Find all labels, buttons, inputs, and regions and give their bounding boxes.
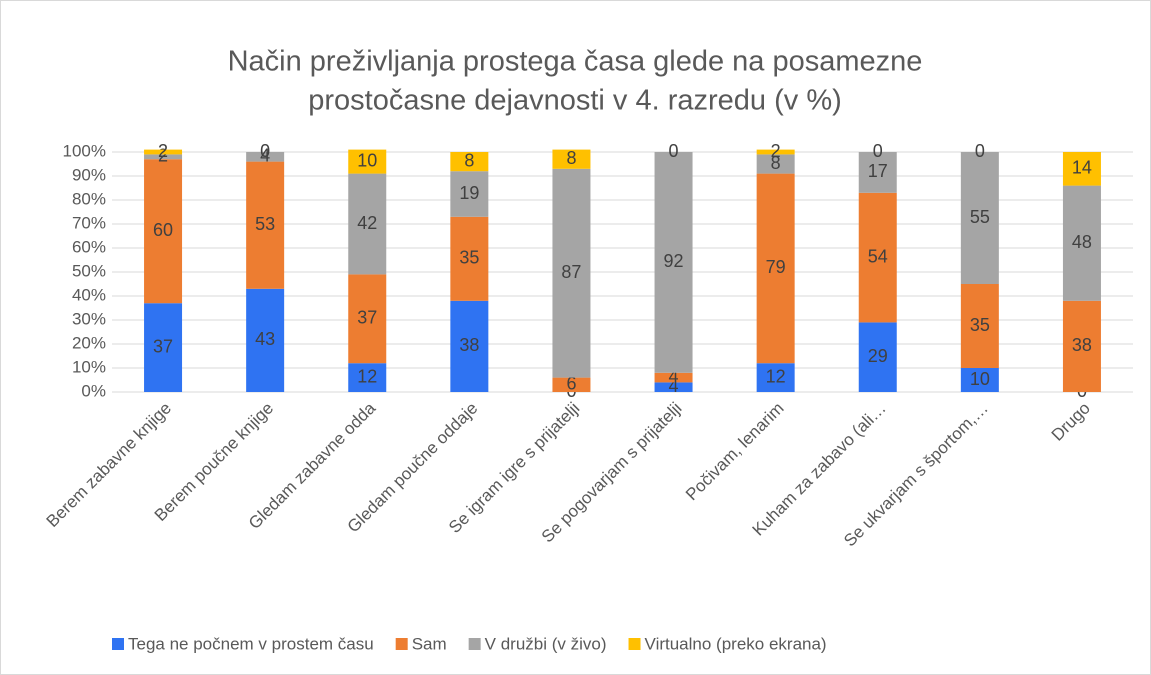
- data-label: 17: [868, 161, 888, 181]
- y-tick-label: 40%: [72, 285, 106, 304]
- bar-segment: [348, 173, 387, 275]
- data-label: 92: [664, 251, 684, 271]
- data-label: 4: [669, 366, 679, 386]
- legend-swatch: [395, 638, 408, 650]
- y-tick-label: 20%: [72, 333, 106, 352]
- bar-segment: [450, 216, 489, 301]
- data-label: 42: [357, 213, 377, 233]
- bar-segment: [654, 372, 693, 383]
- bar-segment: [756, 149, 795, 155]
- bar-segment: [450, 171, 489, 217]
- y-tick-label: 60%: [72, 237, 106, 256]
- data-label: 10: [357, 150, 377, 170]
- chart-title: prostočasne dejavnosti v 4. razredu (v %…: [308, 85, 842, 117]
- legend-label: Tega ne počnem v prostem času: [128, 634, 374, 653]
- data-label: 0: [975, 141, 985, 161]
- data-label: 0: [669, 141, 679, 161]
- bar-segment: [858, 152, 897, 193]
- data-label: 35: [970, 315, 990, 335]
- bar-segment: [144, 159, 183, 304]
- bar-segment: [144, 149, 183, 155]
- data-label: 12: [766, 366, 786, 386]
- data-label: 2: [158, 141, 168, 161]
- y-tick-label: 50%: [72, 261, 106, 280]
- bar-segment: [858, 192, 897, 323]
- legend-label: V družbi (v živo): [485, 634, 607, 653]
- data-label: 48: [1072, 232, 1092, 252]
- y-tick-label: 100%: [63, 141, 106, 160]
- bar-segment: [348, 149, 387, 174]
- bar-segment: [1062, 300, 1101, 392]
- data-label: 0: [260, 141, 270, 161]
- data-label: 53: [255, 214, 275, 234]
- legend-swatch: [112, 638, 124, 650]
- data-label: 2: [771, 141, 781, 161]
- data-label: 12: [357, 366, 377, 386]
- y-tick-label: 80%: [72, 189, 106, 208]
- data-label: 2: [158, 146, 168, 166]
- legend-label: Sam: [412, 634, 447, 653]
- y-tick-label: 10%: [72, 357, 106, 376]
- bar-segment: [246, 161, 285, 289]
- data-label: 10: [970, 369, 990, 389]
- bar-segment: [246, 152, 285, 162]
- data-label: 37: [153, 336, 173, 356]
- y-tick-label: 0%: [81, 381, 106, 400]
- bar-segment: [1062, 185, 1101, 301]
- bar-segment: [960, 368, 999, 392]
- data-label: 8: [566, 148, 576, 168]
- y-tick-label: 90%: [72, 165, 106, 184]
- chart-title: Način preživljanja prostega časa glede n…: [228, 46, 923, 78]
- data-label: 38: [459, 335, 479, 355]
- bar-segment: [144, 303, 183, 392]
- data-label: 4: [669, 376, 679, 396]
- data-label: 35: [459, 248, 479, 268]
- data-label: 43: [255, 329, 275, 349]
- bar-segment: [246, 288, 285, 392]
- legend-label: Virtualno (preko ekrana): [645, 634, 827, 653]
- bar-segment: [960, 152, 999, 284]
- bar-segment: [960, 284, 999, 368]
- bar-segment: [552, 168, 591, 378]
- data-label: 4: [260, 146, 270, 166]
- data-label: 8: [464, 150, 474, 170]
- bar-segment: [1062, 152, 1101, 186]
- bar-segment: [348, 274, 387, 364]
- bar-segment: [654, 152, 693, 373]
- bar-segment: [450, 152, 489, 172]
- data-label: 8: [771, 153, 781, 173]
- data-label: 55: [970, 207, 990, 227]
- data-label: 14: [1072, 158, 1092, 178]
- bar-segment: [348, 363, 387, 392]
- legend-swatch: [468, 638, 481, 650]
- bar-segment: [552, 149, 591, 169]
- y-tick-label: 30%: [72, 309, 106, 328]
- bar-segment: [756, 173, 795, 364]
- data-label: 87: [561, 262, 581, 282]
- bar-segment: [144, 154, 183, 160]
- data-label: 37: [357, 308, 377, 328]
- y-tick-label: 70%: [72, 213, 106, 232]
- data-label: 60: [153, 220, 173, 240]
- bar-segment: [654, 382, 693, 392]
- data-label: 19: [459, 183, 479, 203]
- data-label: 29: [868, 346, 888, 366]
- bar-segment: [756, 363, 795, 392]
- bar-segment: [552, 377, 591, 392]
- data-label: 38: [1072, 335, 1092, 355]
- data-label: 79: [766, 257, 786, 277]
- bar-segment: [450, 300, 489, 392]
- bar-segment: [858, 322, 897, 392]
- bar-segment: [756, 154, 795, 174]
- data-label: 54: [868, 246, 888, 266]
- data-label: 0: [873, 141, 883, 161]
- data-label: 6: [566, 374, 576, 394]
- legend-swatch: [628, 638, 641, 650]
